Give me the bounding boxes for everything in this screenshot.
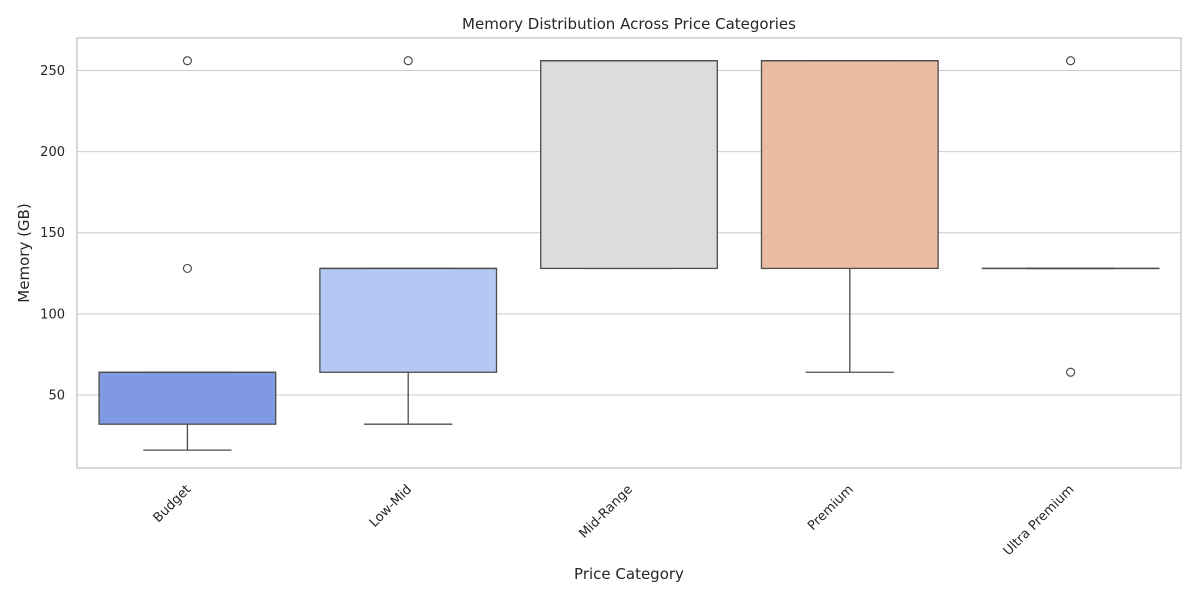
outlier-point — [182, 263, 192, 274]
y-tick-label: 250 — [40, 64, 65, 79]
outlier-point — [403, 56, 413, 66]
outlier-point — [1065, 56, 1076, 66]
chart-title: Memory Distribution Across Price Categor… — [462, 15, 796, 33]
plot-frame — [76, 37, 1182, 469]
boxes — [98, 56, 1160, 451]
iqr-box — [98, 371, 277, 425]
box-group — [98, 56, 277, 451]
y-tick-label: 150 — [40, 226, 65, 241]
x-tick-labels: Budget Low-Mid Mid-Range Premium Ultra Premi… — [151, 482, 1078, 559]
x-axis-label: Price Category — [574, 565, 684, 583]
x-tick-label: Mid-Range — [576, 482, 635, 541]
outlier-point — [1065, 367, 1076, 377]
box-group — [540, 60, 718, 270]
x-tick-label: Ultra Premium — [1001, 482, 1078, 559]
iqr-box — [319, 267, 498, 373]
box-group — [319, 56, 498, 425]
x-tick-label: Premium — [805, 482, 857, 534]
y-tick-label: 50 — [48, 388, 65, 403]
y-tick-label: 100 — [40, 307, 65, 322]
x-tick-label: Budget — [151, 482, 195, 526]
x-tick-label: Low-Mid — [367, 482, 415, 530]
box-group — [981, 56, 1160, 377]
box-group — [760, 60, 939, 373]
y-axis-label: Memory (GB) — [15, 203, 33, 302]
y-tick-labels: 50 100 150 200 250 — [40, 64, 65, 404]
iqr-box — [760, 60, 939, 270]
iqr-box — [540, 60, 718, 270]
y-tick-label: 200 — [40, 145, 65, 160]
outlier-point — [182, 56, 192, 66]
